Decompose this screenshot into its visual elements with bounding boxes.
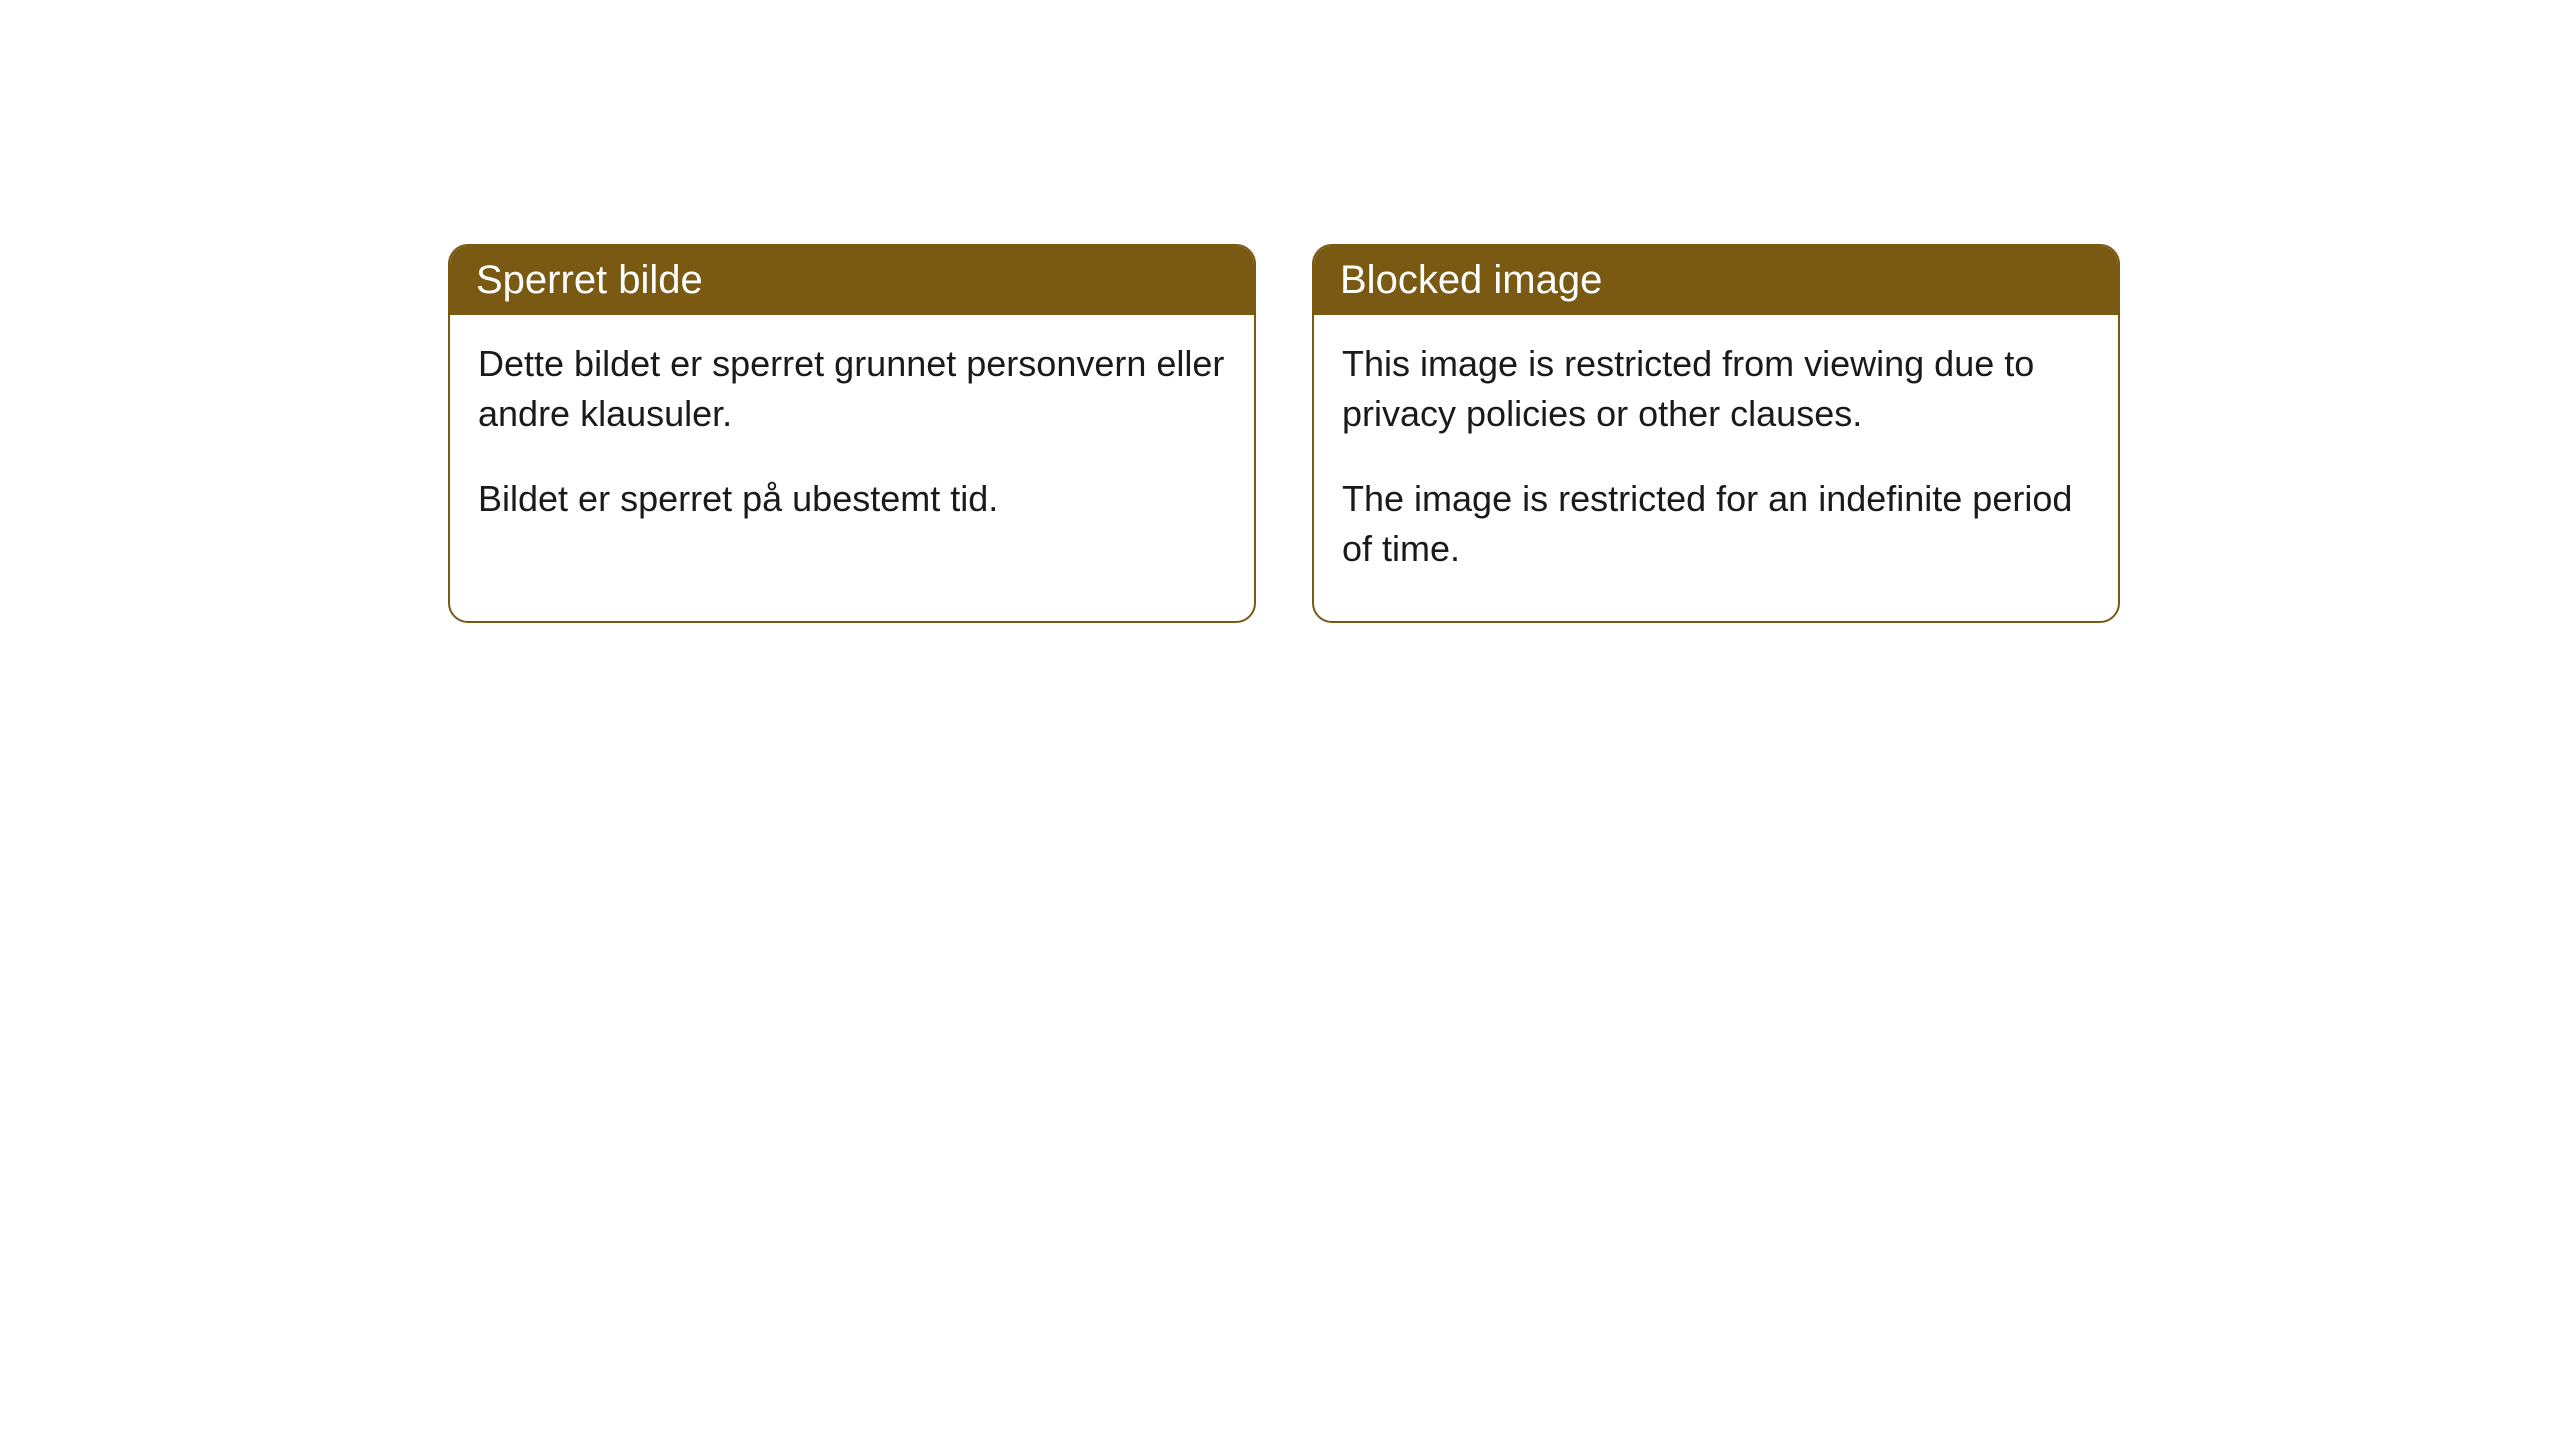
notice-card-header: Blocked image <box>1314 246 2118 315</box>
notice-card-body: Dette bildet er sperret grunnet personve… <box>450 315 1254 570</box>
notice-card-english: Blocked image This image is restricted f… <box>1312 244 2120 623</box>
notice-card-title: Sperret bilde <box>476 258 703 302</box>
notice-paragraph: Bildet er sperret på ubestemt tid. <box>478 474 1226 524</box>
notice-paragraph: Dette bildet er sperret grunnet personve… <box>478 339 1226 440</box>
notice-paragraph: This image is restricted from viewing du… <box>1342 339 2090 440</box>
notice-paragraph: The image is restricted for an indefinit… <box>1342 474 2090 575</box>
notice-card-body: This image is restricted from viewing du… <box>1314 315 2118 621</box>
notice-card-header: Sperret bilde <box>450 246 1254 315</box>
notice-card-norwegian: Sperret bilde Dette bildet er sperret gr… <box>448 244 1256 623</box>
notice-card-title: Blocked image <box>1340 258 1602 302</box>
notice-cards-container: Sperret bilde Dette bildet er sperret gr… <box>0 0 2560 623</box>
